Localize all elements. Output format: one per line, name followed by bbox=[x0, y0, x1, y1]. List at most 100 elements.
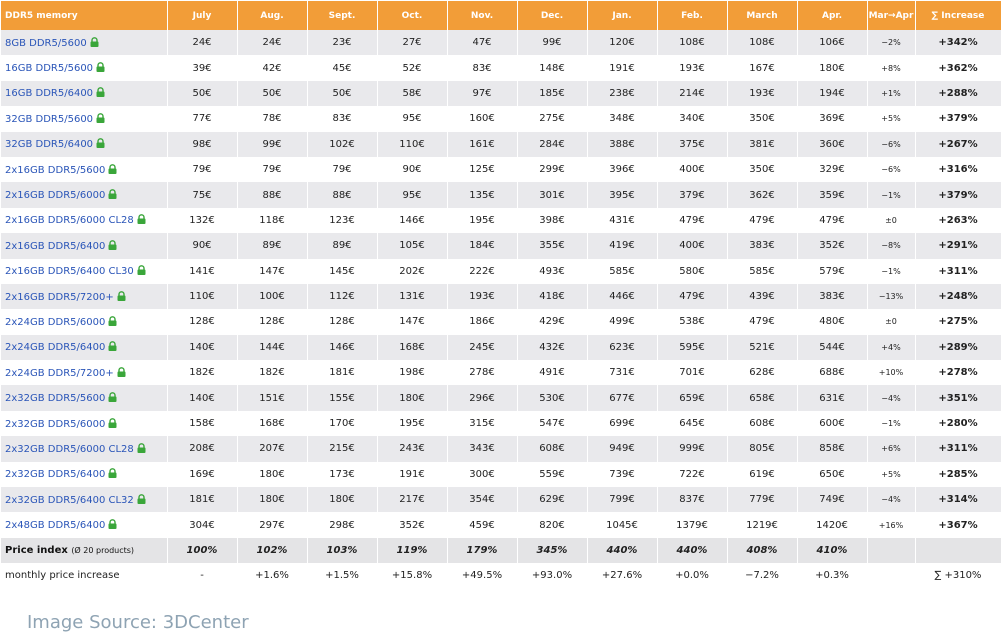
price-cell: 131€ bbox=[377, 283, 448, 310]
lock-icon bbox=[96, 112, 105, 123]
change-cell: +4% bbox=[867, 334, 916, 361]
price-cell: 383€ bbox=[797, 283, 868, 310]
price-cell: 608€ bbox=[727, 410, 798, 437]
price-cell: 499€ bbox=[587, 309, 658, 335]
column-header: Dec. bbox=[517, 1, 588, 30]
lock-icon bbox=[108, 392, 117, 403]
product-label: 2x32GB DDR5/5600 bbox=[5, 393, 106, 405]
monthly-total: ∑ +310% bbox=[915, 563, 1002, 589]
change-cell: −1% bbox=[867, 410, 916, 437]
price-cell: 47€ bbox=[447, 30, 518, 56]
change-cell: +5% bbox=[867, 106, 916, 132]
product-label: 16GB DDR5/5600 bbox=[5, 63, 94, 75]
lock-icon bbox=[108, 519, 117, 530]
increase-cell: +263% bbox=[915, 207, 1002, 234]
price-cell: 479€ bbox=[727, 309, 798, 335]
price-cell: 297€ bbox=[237, 512, 308, 538]
table-row: 2x16GB DDR5/5600 79€ 79€ 79€ 90€ 125€ 299€ 396€… bbox=[1, 156, 1002, 183]
price-cell: 180€ bbox=[797, 55, 868, 81]
price-cell: 147€ bbox=[237, 258, 308, 284]
price-cell: 304€ bbox=[167, 512, 238, 538]
price-cell: 50€ bbox=[307, 80, 378, 107]
price-cell: 50€ bbox=[237, 80, 308, 107]
price-cell: 58€ bbox=[377, 80, 448, 107]
price-cell: 182€ bbox=[237, 360, 308, 386]
price-cell: 329€ bbox=[797, 156, 868, 183]
price-cell: 521€ bbox=[727, 334, 798, 361]
table-row: 2x32GB DDR5/6000 158€ 168€ 170€ 195€ 315€ 547€… bbox=[1, 410, 1002, 437]
price-cell: 400€ bbox=[657, 233, 728, 259]
lock-icon bbox=[137, 265, 146, 276]
change-cell: −13% bbox=[867, 283, 916, 310]
price-cell: 125€ bbox=[447, 156, 518, 183]
price-cell: 145€ bbox=[307, 258, 378, 284]
change-cell: +5% bbox=[867, 461, 916, 488]
price-cell: 79€ bbox=[307, 156, 378, 183]
price-cell: 530€ bbox=[517, 385, 588, 411]
price-cell: 78€ bbox=[237, 106, 308, 132]
increase-cell: +351% bbox=[915, 385, 1002, 411]
increase-cell: +278% bbox=[915, 360, 1002, 386]
column-header: ∑ Increase bbox=[915, 1, 1002, 30]
table-row: 2x16GB DDR5/6400 90€ 89€ 89€ 105€ 184€ 355€ 419… bbox=[1, 233, 1002, 259]
increase-cell: +248% bbox=[915, 283, 1002, 310]
product-label: 2x16GB DDR5/5600 bbox=[5, 164, 106, 176]
price-cell: 350€ bbox=[727, 106, 798, 132]
price-cell: 102€ bbox=[307, 131, 378, 157]
price-cell: 547€ bbox=[517, 410, 588, 437]
price-cell: 27€ bbox=[377, 30, 448, 56]
price-cell: 141€ bbox=[167, 258, 238, 284]
product-label: 2x32GB DDR5/6000 bbox=[5, 418, 106, 430]
price-cell: 243€ bbox=[377, 436, 448, 462]
price-cell: 645€ bbox=[657, 410, 728, 437]
index-cell: 103% bbox=[307, 537, 378, 564]
price-cell: 619€ bbox=[727, 461, 798, 488]
product-label: 2x16GB DDR5/6400 bbox=[5, 240, 106, 252]
price-cell: 79€ bbox=[237, 156, 308, 183]
column-header: July bbox=[167, 1, 238, 30]
change-cell: ±0 bbox=[867, 207, 916, 234]
product-name: 2x48GB DDR5/6400 bbox=[1, 512, 168, 538]
index-cell: 119% bbox=[377, 537, 448, 564]
price-cell: 198€ bbox=[377, 360, 448, 386]
price-cell: 298€ bbox=[307, 512, 378, 538]
lock-icon bbox=[108, 316, 117, 326]
price-cell: 398€ bbox=[517, 207, 588, 234]
price-cell: 299€ bbox=[517, 156, 588, 183]
empty-cell bbox=[867, 563, 916, 589]
table-row: 2x24GB DDR5/6400 140€ 144€ 146€ 168€ 245€ 432€… bbox=[1, 334, 1002, 361]
increase-cell: +289% bbox=[915, 334, 1002, 361]
table-row: 2x16GB DDR5/7200+ 110€ 100€ 112€ 131€ 193€ 418… bbox=[1, 283, 1002, 310]
price-cell: 50€ bbox=[167, 80, 238, 107]
lock-icon bbox=[137, 443, 146, 453]
index-row: Price index (Ø 20 products) 100% 102% 103% 1… bbox=[1, 537, 1002, 564]
index-cell: 440% bbox=[657, 537, 728, 564]
monthly-cell: +0.3% bbox=[797, 563, 868, 589]
table-row: 16GB DDR5/6400 50€ 50€ 50€ 58€ 97€ 185€ 238€ 214… bbox=[1, 80, 1002, 107]
column-header: Mar→Apr bbox=[867, 1, 916, 30]
price-cell: 79€ bbox=[167, 156, 238, 183]
price-cell: 799€ bbox=[587, 487, 658, 513]
table-row: 32GB DDR5/6400 98€ 99€ 102€ 110€ 161€ 284€ 388€… bbox=[1, 131, 1002, 157]
lock-icon bbox=[90, 36, 99, 47]
product-label: 2x16GB DDR5/6000 bbox=[5, 190, 106, 202]
lock-icon bbox=[96, 87, 105, 98]
price-cell: 75€ bbox=[167, 182, 238, 208]
price-cell: 595€ bbox=[657, 334, 728, 361]
price-cell: 677€ bbox=[587, 385, 658, 411]
price-cell: 479€ bbox=[727, 207, 798, 234]
price-cell: 155€ bbox=[307, 385, 378, 411]
price-cell: 431€ bbox=[587, 207, 658, 234]
increase-cell: +285% bbox=[915, 461, 1002, 488]
price-cell: 479€ bbox=[657, 207, 728, 234]
table-row: 2x24GB DDR5/6000 128€ 128€ 128€ 147€ 186€ 429€… bbox=[1, 309, 1002, 335]
price-cell: 214€ bbox=[657, 80, 728, 107]
price-cell: 193€ bbox=[657, 55, 728, 81]
table-row: 2x16GB DDR5/6400 CL30 141€ 147€ 145€ 202€ 222… bbox=[1, 258, 1002, 284]
price-cell: 629€ bbox=[517, 487, 588, 513]
price-cell: 146€ bbox=[377, 207, 448, 234]
increase-cell: +316% bbox=[915, 156, 1002, 183]
price-cell: 650€ bbox=[797, 461, 868, 488]
table-body: 8GB DDR5/5600 24€ 24€ 23€ 27€ 47€ 99€ 120€ 108€ 1… bbox=[1, 30, 1002, 589]
increase-cell: +288% bbox=[915, 80, 1002, 107]
